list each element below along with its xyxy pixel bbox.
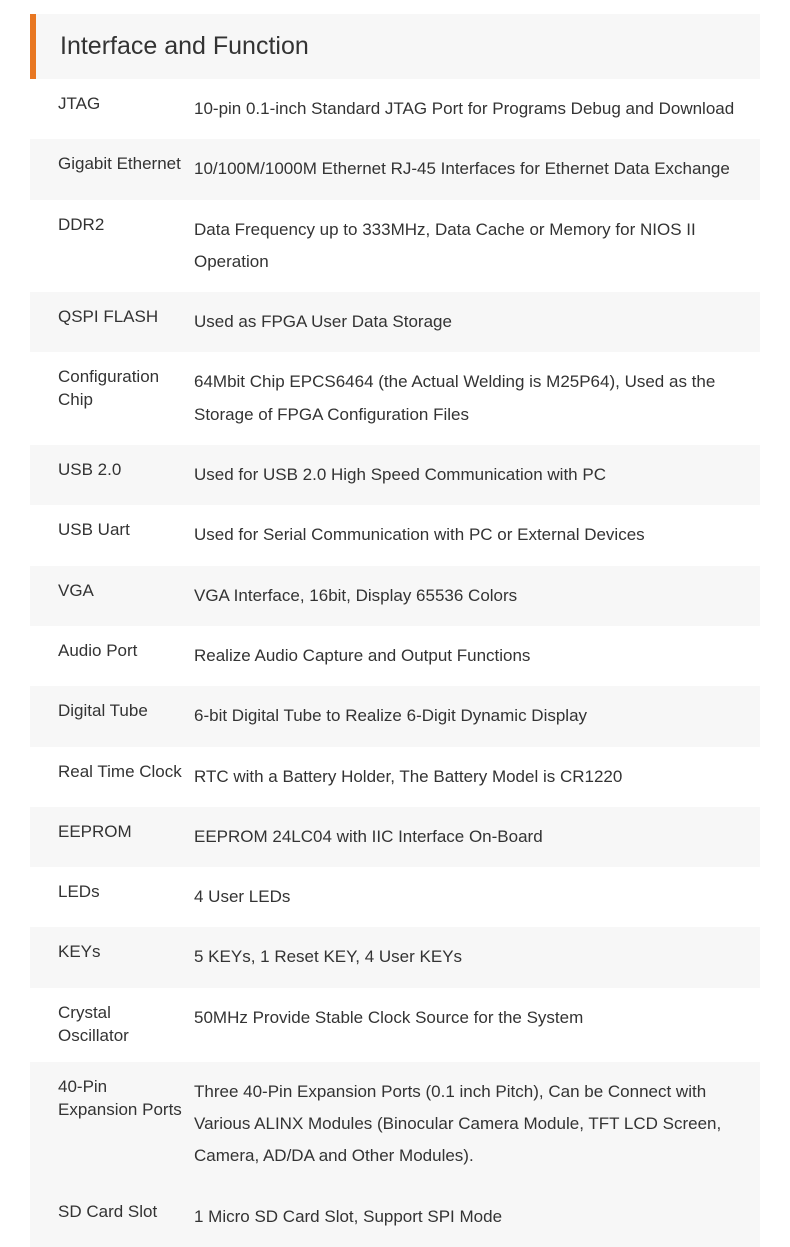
row-value: 10-pin 0.1-inch Standard JTAG Port for P…: [190, 89, 760, 129]
spec-table: JTAG10-pin 0.1-inch Standard JTAG Port f…: [30, 79, 760, 1247]
table-row: EEPROMEEPROM 24LC04 with IIC Interface O…: [30, 807, 760, 867]
row-value: Data Frequency up to 333MHz, Data Cache …: [190, 210, 760, 283]
table-row: Configuration Chip64Mbit Chip EPCS6464 (…: [30, 352, 760, 445]
table-row: KEYs5 KEYs, 1 Reset KEY, 4 User KEYs: [30, 927, 760, 987]
table-row: SD Card Slot1 Micro SD Card Slot, Suppor…: [30, 1187, 760, 1247]
row-label: VGA: [30, 576, 190, 607]
row-value: Realize Audio Capture and Output Functio…: [190, 636, 760, 676]
row-label: USB 2.0: [30, 455, 190, 486]
row-value: RTC with a Battery Holder, The Battery M…: [190, 757, 760, 797]
row-label: EEPROM: [30, 817, 190, 848]
row-label: Configuration Chip: [30, 362, 190, 416]
row-value: 50MHz Provide Stable Clock Source for th…: [190, 998, 760, 1038]
row-value: 5 KEYs, 1 Reset KEY, 4 User KEYs: [190, 937, 760, 977]
row-value: Used as FPGA User Data Storage: [190, 302, 760, 342]
row-value: 4 User LEDs: [190, 877, 760, 917]
row-value: VGA Interface, 16bit, Display 65536 Colo…: [190, 576, 760, 616]
table-row: Real Time ClockRTC with a Battery Holder…: [30, 747, 760, 807]
row-value: Three 40-Pin Expansion Ports (0.1 inch P…: [190, 1072, 760, 1177]
table-row: Audio PortRealize Audio Capture and Outp…: [30, 626, 760, 686]
row-label: Digital Tube: [30, 696, 190, 727]
row-label: KEYs: [30, 937, 190, 968]
row-label: LEDs: [30, 877, 190, 908]
table-row: 40-Pin Expansion PortsThree 40-Pin Expan…: [30, 1062, 760, 1187]
table-row: Crystal Oscillator50MHz Provide Stable C…: [30, 988, 760, 1062]
section-header: Interface and Function: [30, 14, 760, 79]
row-label: DDR2: [30, 210, 190, 241]
table-row: QSPI FLASHUsed as FPGA User Data Storage: [30, 292, 760, 352]
table-row: LEDs4 User LEDs: [30, 867, 760, 927]
row-value: Used for Serial Communication with PC or…: [190, 515, 760, 555]
section-title: Interface and Function: [60, 32, 736, 61]
row-label: JTAG: [30, 89, 190, 120]
row-value: EEPROM 24LC04 with IIC Interface On-Boar…: [190, 817, 760, 857]
table-row: Gigabit Ethernet10/100M/1000M Ethernet R…: [30, 139, 760, 199]
row-label: Crystal Oscillator: [30, 998, 190, 1052]
row-label: Audio Port: [30, 636, 190, 667]
table-row: USB 2.0Used for USB 2.0 High Speed Commu…: [30, 445, 760, 505]
row-value: 1 Micro SD Card Slot, Support SPI Mode: [190, 1197, 760, 1237]
table-row: DDR2Data Frequency up to 333MHz, Data Ca…: [30, 200, 760, 293]
row-label: SD Card Slot: [30, 1197, 190, 1228]
row-label: QSPI FLASH: [30, 302, 190, 333]
row-value: Used for USB 2.0 High Speed Communicatio…: [190, 455, 760, 495]
row-label: 40-Pin Expansion Ports: [30, 1072, 190, 1126]
row-label: Real Time Clock: [30, 757, 190, 788]
row-label: Gigabit Ethernet: [30, 149, 190, 180]
row-label: USB Uart: [30, 515, 190, 546]
table-row: JTAG10-pin 0.1-inch Standard JTAG Port f…: [30, 79, 760, 139]
row-value: 10/100M/1000M Ethernet RJ-45 Interfaces …: [190, 149, 760, 189]
row-value: 6-bit Digital Tube to Realize 6-Digit Dy…: [190, 696, 760, 736]
row-value: 64Mbit Chip EPCS6464 (the Actual Welding…: [190, 362, 760, 435]
table-row: Digital Tube6-bit Digital Tube to Realiz…: [30, 686, 760, 746]
table-row: VGAVGA Interface, 16bit, Display 65536 C…: [30, 566, 760, 626]
table-row: USB UartUsed for Serial Communication wi…: [30, 505, 760, 565]
